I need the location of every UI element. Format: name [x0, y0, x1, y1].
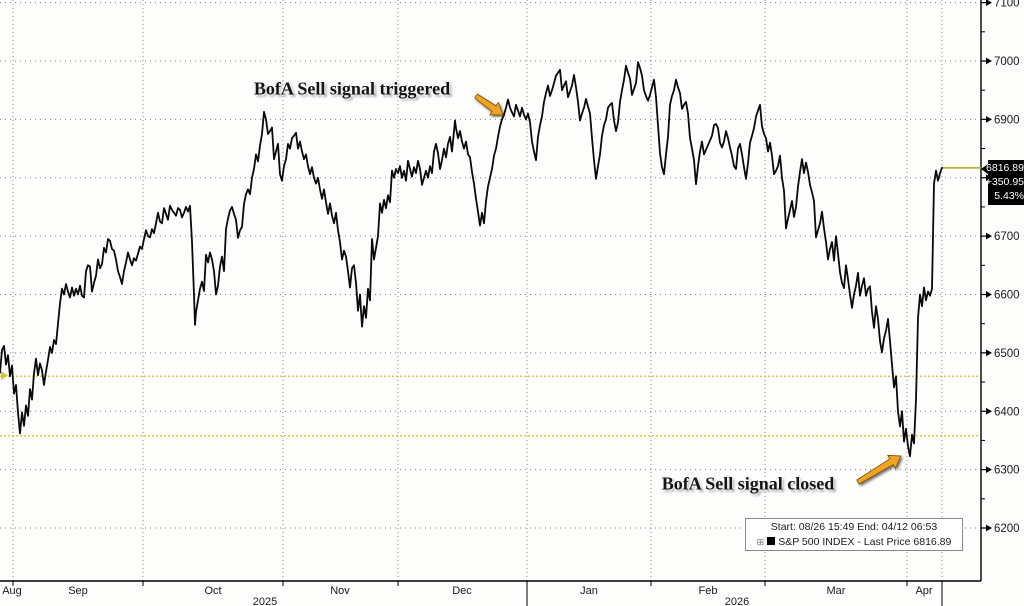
price-line: [0, 61, 943, 458]
y-tick-label-7100: 7100: [994, 0, 1020, 10]
month-label-dec: Dec: [452, 585, 472, 597]
sell-signal-arrow-1: [474, 93, 504, 116]
y-tick-label-6600: 6600: [994, 290, 1020, 302]
y-tick-label-6400: 6400: [994, 406, 1020, 418]
series-swatch-icon: [767, 537, 776, 545]
y-tick-arrow-6500: [986, 349, 992, 357]
y-tick-arrow-6900: [986, 115, 992, 123]
sell-signal-arrow-2: [856, 454, 902, 485]
annotation-sell-closed: BofA Sell signal closed: [661, 473, 835, 494]
year-label-2025: 2025: [253, 596, 277, 606]
annotation-sell-triggered: BofA Sell signal triggered: [253, 78, 451, 99]
y-tick-label-6300: 6300: [994, 465, 1020, 477]
legend-series-row: ⊞ S&P 500 INDEX - Last Price 6816.89: [746, 535, 962, 550]
month-label-mar: Mar: [827, 585, 846, 597]
y-tick-arrow-6700: [986, 232, 992, 240]
month-label-aug: Aug: [2, 585, 22, 597]
year-label-2026: 2026: [725, 596, 749, 606]
y-tick-arrow-6600: [986, 291, 992, 298]
month-label-nov: Nov: [330, 585, 350, 597]
month-label-feb: Feb: [699, 585, 718, 597]
y-tick-label-7000: 7000: [994, 56, 1020, 68]
expand-icon: ⊞: [756, 537, 765, 547]
y-tick-arrow-6200: [986, 524, 992, 532]
last-price-change: +350.95: [985, 176, 1024, 188]
month-label-sep: Sep: [68, 585, 88, 597]
threshold-start-marker: [1, 371, 8, 380]
y-tick-arrow-7000: [986, 57, 992, 65]
y-tick-arrow-7100: [986, 0, 992, 7]
month-label-jan: Jan: [580, 585, 598, 597]
legend-series-text: S&P 500 INDEX - Last Price 6816.89: [778, 536, 952, 548]
y-tick-label-6200: 6200: [994, 523, 1020, 535]
y-tick-label-6500: 6500: [994, 348, 1020, 360]
y-tick-arrow-6400: [986, 407, 992, 415]
y-tick-arrow-6300: [986, 466, 992, 474]
legend-box: Start: 08/26 15:49 End: 04/12 06:53 ⊞ S&P…: [745, 518, 963, 551]
y-tick-label-6900: 6900: [994, 114, 1020, 126]
last-price-label: 6816.89 +350.95 5.43%: [981, 160, 1024, 205]
month-label-oct: Oct: [204, 585, 221, 597]
last-price-value: 6816.89: [986, 162, 1024, 174]
y-tick-label-6700: 6700: [994, 231, 1020, 243]
last-price-percent: 5.43%: [994, 190, 1024, 202]
month-label-apr: Apr: [915, 585, 932, 597]
legend-range-text: Start: 08/26 15:49 End: 04/12 06:53: [770, 521, 938, 533]
